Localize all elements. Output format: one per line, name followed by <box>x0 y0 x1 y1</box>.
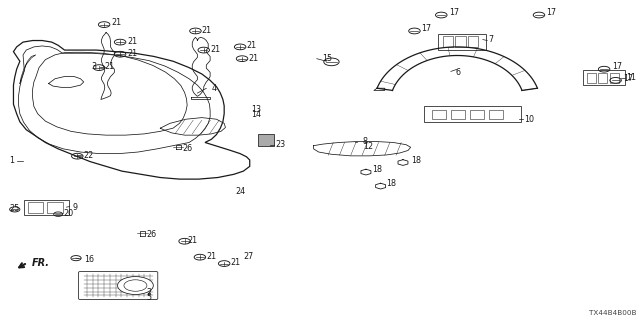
Text: 3: 3 <box>92 62 97 71</box>
Text: 11: 11 <box>627 73 636 82</box>
Text: 18: 18 <box>387 180 396 188</box>
Text: 21: 21 <box>105 62 115 71</box>
Text: 21: 21 <box>230 258 241 267</box>
Text: 18: 18 <box>372 165 382 174</box>
Text: 24: 24 <box>236 188 246 196</box>
Text: 1: 1 <box>9 156 14 165</box>
Text: TX44B4B00B: TX44B4B00B <box>589 310 636 316</box>
Text: 7: 7 <box>488 35 493 44</box>
Text: 21: 21 <box>202 26 212 35</box>
FancyBboxPatch shape <box>258 133 274 146</box>
Text: 18: 18 <box>412 156 421 164</box>
Text: 21: 21 <box>248 53 259 62</box>
Text: 14: 14 <box>252 110 262 119</box>
Text: 21: 21 <box>188 236 198 245</box>
Text: 17: 17 <box>623 74 634 83</box>
Text: 15: 15 <box>322 54 332 63</box>
Text: 6: 6 <box>455 68 460 77</box>
Text: 23: 23 <box>275 140 285 149</box>
Text: 21: 21 <box>111 19 122 28</box>
Text: 16: 16 <box>84 255 93 264</box>
Text: 17: 17 <box>421 24 431 33</box>
Text: 27: 27 <box>243 252 253 261</box>
Text: 21: 21 <box>127 37 137 46</box>
Text: 26: 26 <box>182 144 193 153</box>
Text: 21: 21 <box>127 49 137 58</box>
Text: 12: 12 <box>363 142 373 151</box>
Text: 8: 8 <box>363 137 368 146</box>
Text: 21: 21 <box>246 41 257 51</box>
Text: 5: 5 <box>147 293 152 302</box>
Text: 17: 17 <box>547 8 557 17</box>
Circle shape <box>118 276 154 294</box>
Text: 26: 26 <box>147 230 156 239</box>
Text: 9: 9 <box>72 203 77 212</box>
Text: 13: 13 <box>252 105 262 114</box>
Text: 20: 20 <box>63 209 74 218</box>
Text: 21: 21 <box>206 252 216 261</box>
Text: 17: 17 <box>449 8 460 17</box>
Text: 25: 25 <box>10 204 20 213</box>
Text: 10: 10 <box>524 115 534 124</box>
Text: 17: 17 <box>612 62 622 71</box>
Text: 2: 2 <box>147 288 152 297</box>
Text: 21: 21 <box>210 44 220 54</box>
Text: 22: 22 <box>84 151 94 160</box>
Text: 4: 4 <box>211 84 216 93</box>
Text: FR.: FR. <box>31 258 49 268</box>
